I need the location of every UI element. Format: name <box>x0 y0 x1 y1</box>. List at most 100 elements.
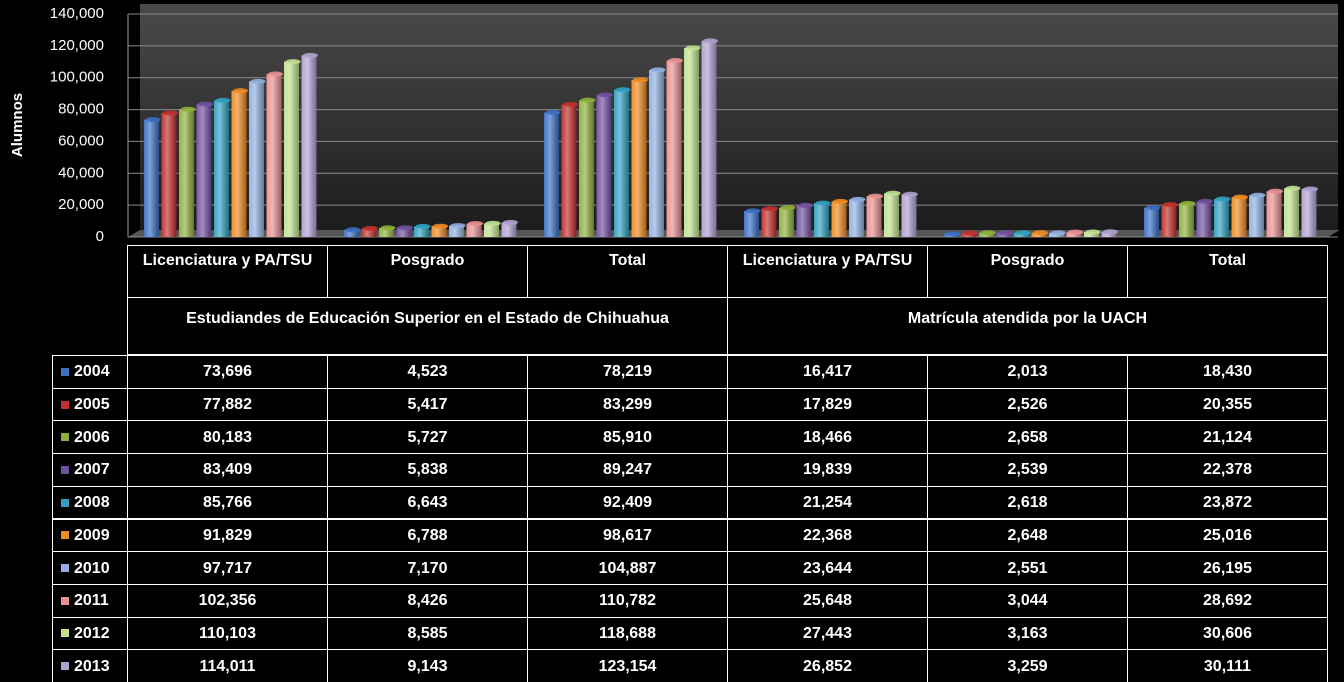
bar-top <box>703 38 718 44</box>
y-tick-label: 20,000 <box>58 196 104 213</box>
data-cell: 3,163 <box>927 616 1128 651</box>
data-cell: 97,717 <box>127 551 328 585</box>
group-label: Estudiandes de Educación Superior en el … <box>127 297 728 355</box>
bar-sheen <box>761 208 777 237</box>
bar-top <box>398 225 413 231</box>
group-label: Matrícula atendida por la UACH <box>727 297 1328 355</box>
bar-top <box>980 230 996 236</box>
legend-swatch <box>61 498 69 507</box>
bar-top <box>1033 230 1048 236</box>
legend-item: 2004 <box>52 355 128 389</box>
bar-top <box>198 101 213 107</box>
data-cell: 26,852 <box>727 649 928 682</box>
data-cell: 21,254 <box>727 485 928 520</box>
data-cell: 89,247 <box>527 453 728 487</box>
legend-item: 2006 <box>52 420 128 455</box>
bar-top <box>763 206 778 212</box>
bar-top <box>145 117 161 123</box>
data-cell: 6,643 <box>327 485 528 520</box>
bar-sheen <box>1196 201 1212 237</box>
data-cell: 5,727 <box>327 420 528 455</box>
bar-sheen <box>744 210 759 237</box>
bar-top <box>745 208 761 214</box>
bar-top <box>650 67 666 73</box>
legend-swatch <box>61 367 69 376</box>
bar-sheen <box>344 229 359 237</box>
bar-sheen <box>231 90 247 237</box>
data-cell: 6,788 <box>327 518 528 553</box>
data-cell: 5,838 <box>327 453 528 487</box>
bar-sheen <box>266 73 282 237</box>
bar-sheen <box>179 109 194 237</box>
data-cell: 104,887 <box>527 551 728 585</box>
bar-sheen <box>561 104 577 237</box>
legend-item: 2009 <box>52 518 128 553</box>
data-cell: 3,044 <box>927 583 1128 618</box>
bar-top <box>1163 202 1178 208</box>
bar-top <box>1268 188 1283 194</box>
bar-sheen <box>631 79 647 237</box>
bar-sheen <box>544 112 559 237</box>
bar-sheen <box>849 199 864 237</box>
data-cell: 23,872 <box>1127 485 1328 520</box>
data-cell: 27,443 <box>727 616 928 651</box>
bar-sheen <box>684 47 699 237</box>
legend-label: 2005 <box>74 396 110 414</box>
legend-item: 2007 <box>52 453 128 487</box>
bar-top <box>180 106 196 112</box>
data-cell: 114,011 <box>127 649 328 682</box>
data-cell: 77,882 <box>127 387 328 422</box>
data-cell: 30,606 <box>1127 616 1328 651</box>
bar-top <box>450 223 466 229</box>
data-cell: 92,409 <box>527 485 728 520</box>
data-cell: 28,692 <box>1127 583 1328 618</box>
data-cell: 78,219 <box>527 355 728 389</box>
bar-top <box>1198 198 1213 204</box>
data-cell: 110,103 <box>127 616 328 651</box>
y-tick-label: 0 <box>96 228 104 245</box>
bar-sheen <box>161 112 177 237</box>
bar-top <box>580 97 596 103</box>
data-cell: 9,143 <box>327 649 528 682</box>
bar-top <box>503 219 518 225</box>
data-cell: 73,696 <box>127 355 328 389</box>
y-axis-title: Alumnos <box>9 93 26 157</box>
bar-top <box>303 52 318 58</box>
bar-top <box>233 88 248 94</box>
data-cell: 22,368 <box>727 518 928 553</box>
data-cell: 85,766 <box>127 485 328 520</box>
bar-top <box>615 87 631 93</box>
bar-sheen <box>1161 204 1177 237</box>
bar-sheen <box>1249 195 1264 237</box>
bar-top <box>285 59 301 65</box>
data-cell: 2,539 <box>927 453 1128 487</box>
bar-top <box>685 45 701 51</box>
data-cell: 16,417 <box>727 355 928 389</box>
bar-top <box>780 205 796 211</box>
bar-top <box>1215 196 1231 202</box>
legend-swatch <box>61 596 69 605</box>
bar-top <box>268 71 283 77</box>
bar-top <box>945 231 961 237</box>
y-tick-label: 60,000 <box>58 132 104 149</box>
bar-sheen <box>301 55 317 238</box>
bar-sheen <box>1084 231 1099 237</box>
data-cell: 18,430 <box>1127 355 1328 389</box>
bar-top <box>850 196 866 202</box>
bar-top <box>833 198 848 204</box>
bar-sheen <box>701 40 717 238</box>
data-cell: 26,195 <box>1127 551 1328 585</box>
bar-sheen <box>579 100 594 237</box>
chart: Alumnos 0 20,000 40,000 60,000 80,000 100,000… <box>9 4 1340 245</box>
data-cell: 83,409 <box>127 453 328 487</box>
bar-sheen <box>1101 231 1117 237</box>
bar-sheen <box>884 193 899 237</box>
data-cell: 2,658 <box>927 420 1128 455</box>
data-cell: 18,466 <box>727 420 928 455</box>
bar-sheen <box>814 203 829 237</box>
data-cell: 85,910 <box>527 420 728 455</box>
category-label: Posgrado <box>327 245 528 298</box>
legend-swatch <box>61 400 69 409</box>
bar-top <box>215 97 231 103</box>
bar-sheen <box>614 89 629 237</box>
